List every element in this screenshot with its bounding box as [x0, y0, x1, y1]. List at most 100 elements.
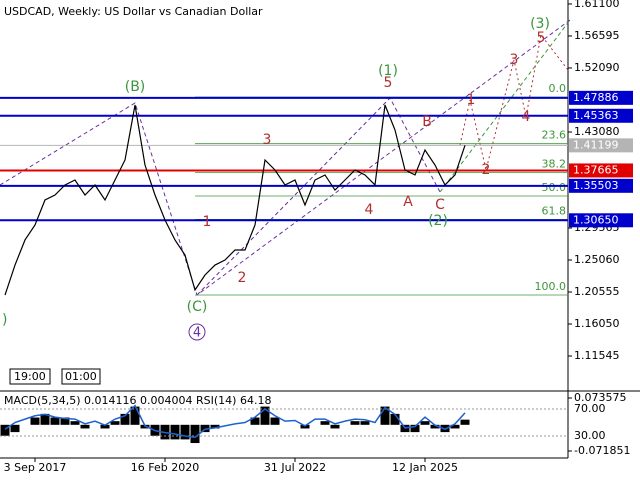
macd-bar [40, 413, 50, 425]
macd-bar [80, 424, 90, 429]
wave-label: (C) [187, 299, 208, 315]
y-tick-label: 1.11545 [574, 349, 620, 362]
level-label: 1.35503 [573, 179, 619, 192]
rsi-line [4, 404, 466, 439]
red-projection [459, 33, 569, 171]
macd-bar [460, 419, 470, 425]
macd-bar [420, 421, 430, 425]
wave-label: (B) [125, 79, 146, 95]
level-label: 1.45363 [573, 109, 619, 122]
level-box [569, 213, 633, 228]
macd-bar [190, 424, 200, 444]
macd-bar [60, 417, 70, 425]
macd-bar [70, 421, 80, 425]
macd-bar [380, 406, 390, 425]
macd-bar [260, 406, 270, 425]
plot-area: 0.0 23.6 38.2 50.0 61.8 100.0 [0, 82, 568, 296]
fib-label: 0.0 [549, 82, 567, 95]
level-label: 1.47886 [573, 91, 619, 104]
wave-label: 2 [238, 270, 247, 286]
fib-label: 61.8 [542, 204, 567, 217]
level-label: 1.30650 [573, 213, 619, 226]
y-tick-label: 1.43080 [574, 125, 620, 138]
level-box [569, 163, 633, 178]
wave-label: 5 [537, 30, 546, 46]
wave-label: 5 [384, 75, 393, 91]
macd-bar [180, 424, 190, 440]
y-tick-label: 1.56595 [574, 29, 620, 42]
macd-bar [100, 424, 110, 429]
price-line [4, 104, 466, 296]
macd-bar [30, 417, 40, 425]
time-label: 19:00 [14, 370, 46, 383]
wave-label: 4 [522, 109, 531, 125]
macd-bar [200, 424, 210, 433]
y-tick-label: 1.16050 [574, 317, 620, 330]
wave-label: (3) [530, 16, 550, 32]
x-tick-label: 3 Sep 2017 [4, 461, 67, 474]
level-label: 1.41199 [573, 138, 619, 151]
y-tick-label: 1.20555 [574, 285, 620, 298]
macd-bar [110, 421, 120, 425]
wave-label: 1 [467, 92, 476, 108]
wave-label: C [435, 197, 445, 213]
macd-bar [130, 406, 140, 425]
x-tick-label: 31 Jul 2022 [264, 461, 326, 474]
fib-label: 100.0 [535, 280, 567, 293]
wave-label: 3 [263, 132, 272, 148]
macd-bar [210, 424, 220, 429]
macd-bar [0, 424, 10, 436]
x-tick-label: 12 Jan 2025 [392, 461, 458, 474]
time-box [61, 368, 101, 385]
green-projection [439, 19, 571, 193]
y-tick-label: 1.25060 [574, 253, 620, 266]
wave-label: ) [2, 312, 7, 328]
fib-label: 23.6 [542, 129, 567, 142]
wave-label: 2 [482, 162, 491, 178]
time-label: 01:00 [65, 370, 97, 383]
macd-bar [350, 421, 360, 425]
y-tick-label: 1.52090 [574, 61, 620, 74]
wave-label: 4 [193, 326, 201, 341]
level-box [569, 178, 633, 193]
macd-bar [250, 417, 260, 425]
time-box [9, 368, 51, 385]
wave-circle [188, 323, 206, 341]
rsi-tick-label: 70.00 [574, 402, 606, 415]
level-label: 1.37665 [573, 163, 619, 176]
wave-label: B [422, 114, 432, 130]
macd-bar [360, 421, 370, 425]
macd-tick-label: -0.071851 [574, 444, 630, 457]
x-tick-label: 16 Feb 2020 [131, 461, 199, 474]
wave-label: (2) [428, 213, 448, 229]
rsi-tick-label: 30.00 [574, 429, 606, 442]
wave-label: A [403, 194, 413, 210]
y-tick-label: 1.61100 [574, 0, 620, 10]
macd-bar [320, 421, 330, 425]
macd-bar [390, 413, 400, 425]
macd-bar [270, 417, 280, 425]
wave-label: (1) [378, 63, 398, 79]
wave-label: 3 [510, 52, 519, 68]
wave-label: 4 [365, 202, 374, 218]
macd-bar [410, 424, 420, 433]
macd-bar [120, 413, 130, 425]
chart-title: USDCAD, Weekly: US Dollar vs Canadian Do… [4, 5, 263, 18]
macd-bar [330, 424, 340, 429]
indicator-label: MACD(5,34,5) 0.014116 0.004004 RSI(14) 6… [4, 394, 271, 407]
fib-label: 38.2 [542, 158, 567, 171]
macd-bar [170, 424, 180, 440]
macd-bar [50, 417, 60, 425]
wave-label: 1 [203, 214, 212, 230]
macd-bar [10, 424, 20, 433]
level-box [569, 108, 633, 123]
level-box [569, 90, 633, 105]
purple-wave-line [0, 19, 571, 296]
fib-label: 50.0 [542, 181, 567, 194]
macd-tick-label: 0.073575 [574, 391, 627, 404]
macd-bar [430, 424, 440, 429]
level-box [569, 138, 633, 153]
macd-bar [450, 424, 460, 429]
